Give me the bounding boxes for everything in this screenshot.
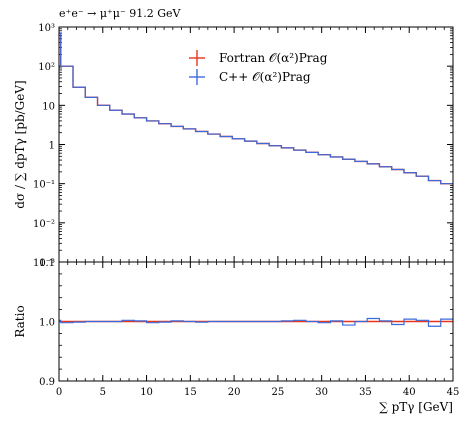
ratio-y-tick-label: 0.9 — [39, 377, 55, 388]
x-tick-label: 5 — [100, 387, 106, 398]
y-tick-label: 10² — [38, 62, 55, 73]
y-tick-label: 10 — [42, 101, 55, 112]
y-tick-label: 10⁻¹ — [33, 180, 55, 191]
x-tick-label: 10 — [140, 387, 153, 398]
legend-label: C++ 𝒪(α²)Prag — [219, 70, 311, 84]
cpp-ratio-line — [59, 317, 453, 327]
ratio-plot-frame — [58, 261, 454, 382]
x-tick-label: 15 — [184, 387, 197, 398]
main-panel: 10⁻³ 10⁻² 10⁻¹ 1 10 10² 10³ e⁺e⁻ → μ⁺μ⁻ 91.2 Ge… — [13, 7, 454, 269]
y-tick-label: 10⁻² — [33, 219, 55, 230]
y-tick-label: 10³ — [38, 23, 55, 34]
legend-label: Fortran 𝒪(α²)Prag — [219, 51, 328, 65]
x-tick-label: 25 — [272, 387, 285, 398]
ratio-panel: 0.9 1.0 1.1 0 5 10 15 20 25 30 35 40 45 Ratio ∑ pTγ [G… — [13, 258, 459, 414]
main-y-axis-label: dσ / ∑ dpTγ [pb/GeV] — [13, 80, 27, 208]
x-tick-label: 40 — [403, 387, 416, 398]
y-tick-label: 1 — [49, 141, 55, 152]
x-tick-label: 35 — [359, 387, 372, 398]
ratio-y-tick-label: 1.0 — [39, 318, 55, 329]
x-tick-label: 0 — [56, 387, 62, 398]
y-tick-label: 10⁻³ — [33, 258, 55, 269]
x-tick-label: 30 — [315, 387, 328, 398]
x-tick-label: 45 — [447, 387, 460, 398]
x-tick-label: 20 — [228, 387, 241, 398]
plot-title: e⁺e⁻ → μ⁺μ⁻ 91.2 GeV — [59, 7, 182, 20]
x-axis-label: ∑ pTγ [GeV] — [379, 400, 453, 414]
ratio-y-axis-label: Ratio — [13, 305, 27, 337]
cpp-series-line — [59, 32, 453, 185]
ratio-y-tick-label: 1.1 — [39, 258, 55, 269]
